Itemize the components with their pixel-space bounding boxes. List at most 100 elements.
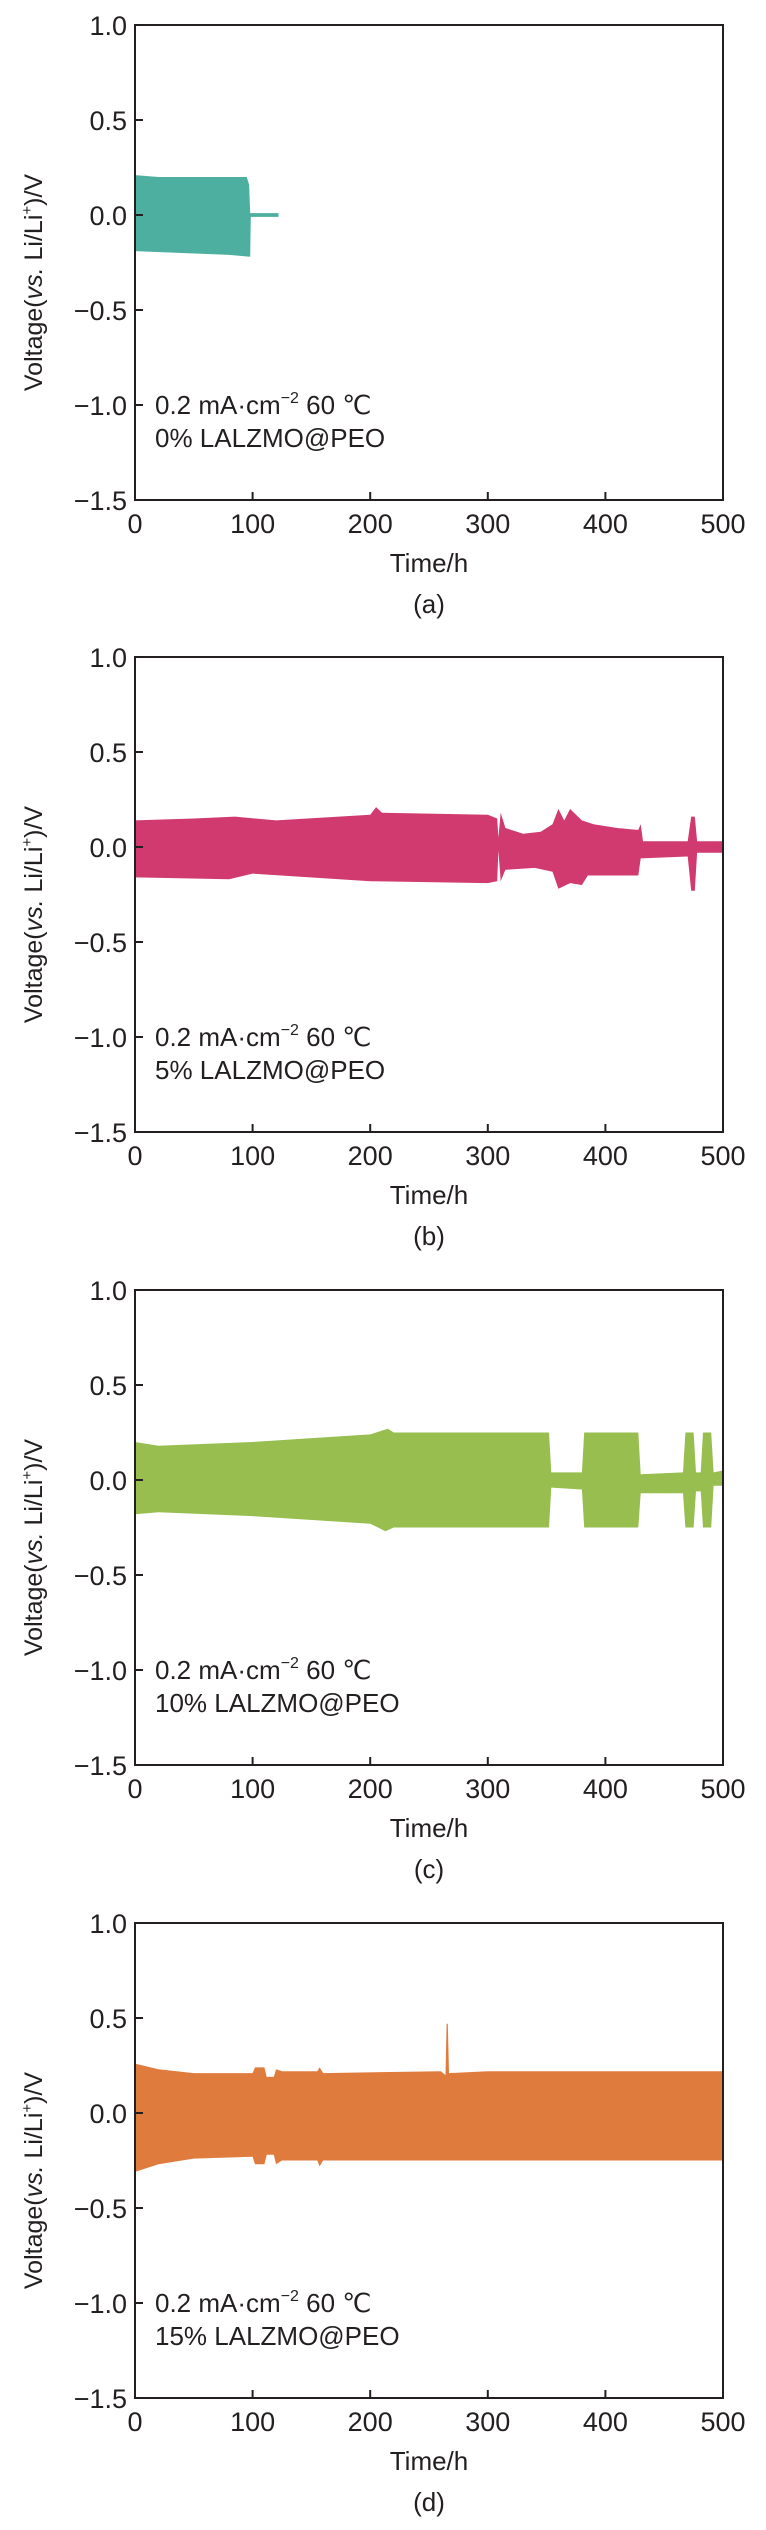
y-tick-label: −0.5 — [74, 1561, 127, 1591]
x-tick-label: 300 — [465, 2407, 510, 2437]
panel-label: (c) — [414, 1854, 444, 1884]
y-axis-label-suffix: )/V — [20, 174, 48, 206]
x-tick-label: 400 — [583, 1774, 628, 1804]
y-tick-label: 0.5 — [89, 2004, 127, 2034]
voltage-profile-series — [135, 807, 723, 891]
y-tick-label: −0.5 — [74, 928, 127, 958]
y-axis-label-vs: vs. — [20, 267, 48, 299]
x-tick-label: 200 — [348, 2407, 393, 2437]
annotation-current: 0.2 mA·cm — [155, 2288, 281, 2318]
condition-annotation: 0.2 mA·cm−2 60 ℃ — [155, 390, 372, 420]
x-axis-label: Time/h — [390, 2446, 469, 2476]
y-tick-label: 0.5 — [89, 106, 127, 136]
chart-panel-c: 1.0 0.5 0.0 −0.5 −1.0 −1.50 100 200 300 400 500 Tim… — [19, 1276, 746, 1884]
y-tick-label: 1.0 — [89, 1909, 127, 1939]
y-tick-label: 0.0 — [89, 2099, 127, 2129]
x-tick-label: 400 — [583, 509, 628, 539]
x-tick-label: 200 — [348, 509, 393, 539]
y-axis-label-sup: + — [19, 1471, 36, 1480]
x-tick-label: 300 — [465, 509, 510, 539]
x-tick-label: 100 — [230, 509, 275, 539]
voltage-profile-series — [135, 1428, 723, 1532]
y-tick-label: 1.0 — [89, 1276, 127, 1306]
x-tick-label: 0 — [127, 2407, 142, 2437]
annotation-current: 0.2 mA·cm — [155, 1655, 281, 1685]
y-axis-label: Voltage(vs. Li/Li+)/V — [19, 806, 48, 1024]
annotation-exponent: −2 — [281, 1022, 299, 1039]
annotation-current: 0.2 mA·cm — [155, 1022, 281, 1052]
y-axis-label-prefix: Voltage( — [20, 299, 48, 391]
x-tick-label: 500 — [700, 1774, 745, 1804]
y-axis-label-suffix: )/V — [20, 1439, 48, 1471]
voltage-profile-series — [135, 2023, 723, 2172]
y-tick-label: −1.5 — [74, 2384, 127, 2414]
x-tick-label: 500 — [700, 1141, 745, 1171]
x-tick-label: 300 — [465, 1141, 510, 1171]
y-tick-label: 0.5 — [89, 738, 127, 768]
x-tick-label: 0 — [127, 1774, 142, 1804]
x-tick-label: 0 — [127, 1141, 142, 1171]
y-tick-label: 0.0 — [89, 833, 127, 863]
x-tick-label: 0 — [127, 509, 142, 539]
x-tick-label: 500 — [700, 2407, 745, 2437]
y-tick-label: −0.5 — [74, 296, 127, 326]
y-axis-label: Voltage(vs. Li/Li+)/V — [19, 1439, 48, 1657]
condition-annotation: 0.2 mA·cm−2 60 ℃ — [155, 2288, 372, 2318]
y-axis-label-prefix: Voltage( — [20, 2197, 48, 2289]
condition-annotation: 0.2 mA·cm−2 60 ℃ — [155, 1655, 372, 1685]
y-axis-label-sup: + — [19, 206, 36, 215]
sample-annotation: 15% LALZMO@PEO — [155, 2321, 400, 2351]
x-tick-label: 400 — [583, 1141, 628, 1171]
x-tick-label: 300 — [465, 1774, 510, 1804]
y-tick-label: −1.5 — [74, 1118, 127, 1148]
y-axis-label-sup: + — [19, 2104, 36, 2113]
y-tick-label: 0.0 — [89, 1466, 127, 1496]
y-tick-label: −1.5 — [74, 1751, 127, 1781]
y-axis-label-vs: vs. — [20, 899, 48, 931]
y-tick-label: 0.0 — [89, 201, 127, 231]
y-axis-label-middle: Li/Li — [20, 847, 48, 900]
sample-annotation: 5% LALZMO@PEO — [155, 1055, 385, 1085]
y-tick-label: −0.5 — [74, 2194, 127, 2224]
panel-label: (d) — [413, 2487, 445, 2517]
chart-panel-b: 1.0 0.5 0.0 −0.5 −1.0 −1.50 100 200 300 400 500 Tim… — [19, 643, 746, 1251]
x-tick-label: 100 — [230, 2407, 275, 2437]
y-tick-label: 1.0 — [89, 643, 127, 673]
y-tick-label: 1.0 — [89, 11, 127, 41]
y-tick-label: −1.0 — [74, 2289, 127, 2319]
y-axis-label-sup: + — [19, 838, 36, 847]
plot-frame — [134, 1289, 724, 1766]
sample-annotation: 10% LALZMO@PEO — [155, 1688, 400, 1718]
panel-label: (a) — [413, 589, 445, 619]
y-tick-label: −1.5 — [74, 486, 127, 516]
x-tick-label: 500 — [700, 509, 745, 539]
x-axis-label: Time/h — [390, 1180, 469, 1210]
y-axis-label-suffix: )/V — [20, 806, 48, 838]
x-tick-label: 100 — [230, 1141, 275, 1171]
y-tick-label: 0.5 — [89, 1371, 127, 1401]
annotation-temperature: 60 ℃ — [299, 2288, 372, 2318]
y-tick-label: −1.0 — [74, 1656, 127, 1686]
y-tick-label: −1.0 — [74, 391, 127, 421]
y-axis-label: Voltage(vs. Li/Li+)/V — [19, 2072, 48, 2290]
annotation-temperature: 60 ℃ — [299, 1022, 372, 1052]
y-axis-label-prefix: Voltage( — [20, 931, 48, 1023]
plot-frame — [134, 1922, 724, 2399]
annotation-exponent: −2 — [281, 1655, 299, 1672]
voltage-profile-series — [135, 175, 279, 257]
y-tick-label: −1.0 — [74, 1023, 127, 1053]
x-tick-label: 100 — [230, 1774, 275, 1804]
sample-annotation: 0% LALZMO@PEO — [155, 423, 385, 453]
y-axis-label-middle: Li/Li — [20, 215, 48, 268]
y-axis-label-prefix: Voltage( — [20, 1564, 48, 1656]
y-axis-label-middle: Li/Li — [20, 1480, 48, 1533]
annotation-exponent: −2 — [281, 2288, 299, 2305]
y-axis-label-middle: Li/Li — [20, 2113, 48, 2166]
annotation-exponent: −2 — [281, 390, 299, 407]
y-axis-label-vs: vs. — [20, 2165, 48, 2197]
chart-panel-d: 1.0 0.5 0.0 −0.5 −1.0 −1.50 100 200 300 400 500 Tim… — [19, 1909, 746, 2517]
annotation-current: 0.2 mA·cm — [155, 390, 281, 420]
x-axis-label: Time/h — [390, 548, 469, 578]
y-axis-label-vs: vs. — [20, 1532, 48, 1564]
